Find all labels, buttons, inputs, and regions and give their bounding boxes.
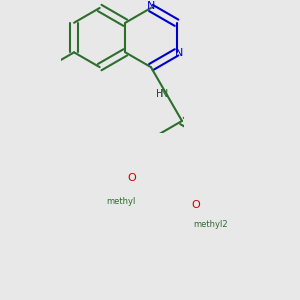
Text: methyl2: methyl2 [193,220,227,229]
Text: N: N [147,1,155,11]
Text: H: H [156,89,163,100]
Text: O: O [191,200,200,210]
Text: O: O [127,173,136,183]
Text: methyl: methyl [106,197,136,206]
Text: N: N [175,48,184,58]
Text: N: N [159,89,168,100]
